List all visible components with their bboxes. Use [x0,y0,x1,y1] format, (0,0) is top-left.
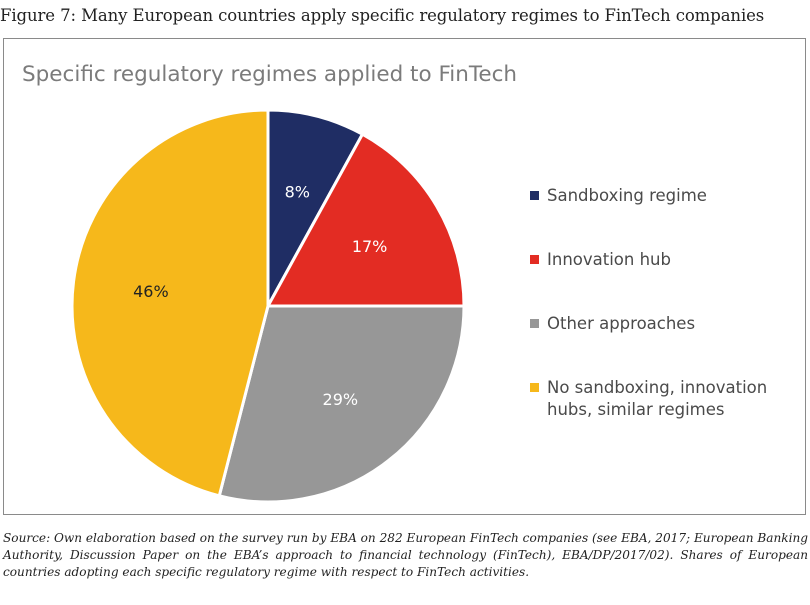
legend-label-line: Innovation hub [547,250,671,269]
legend-label: No sandboxing, innovation hubs, similar r… [547,377,767,421]
slice-data-label: 8% [285,183,310,202]
legend-swatch [530,319,539,328]
legend-label: Other approaches [547,313,695,335]
pie-slice [217,304,466,504]
figure-title: Figure 7: Many European countries apply … [0,6,765,25]
pie-slice [266,108,365,307]
legend-label-line: No sandboxing, innovation [547,378,768,397]
pie-slice [70,108,270,498]
slice-data-label: 29% [323,390,359,409]
legend-label-line: Sandboxing regime [547,186,707,205]
source-note: Source: Own elaboration based on the sur… [3,531,808,579]
slice-data-label: 17% [352,237,388,256]
slice-data-label: 46% [133,282,169,301]
pie-slice [265,132,466,308]
legend-swatch [530,255,539,264]
legend-label-line: Other approaches [547,314,696,333]
legend-swatch [530,191,539,200]
legend-label: Sandboxing regime [547,185,707,207]
legend-label: Innovation hub [547,249,671,271]
chart-title: Specific regulatory regimes applied to F… [22,62,518,87]
legend-label-line: hubs, similar regimes [547,400,725,419]
legend-swatch [530,383,539,392]
